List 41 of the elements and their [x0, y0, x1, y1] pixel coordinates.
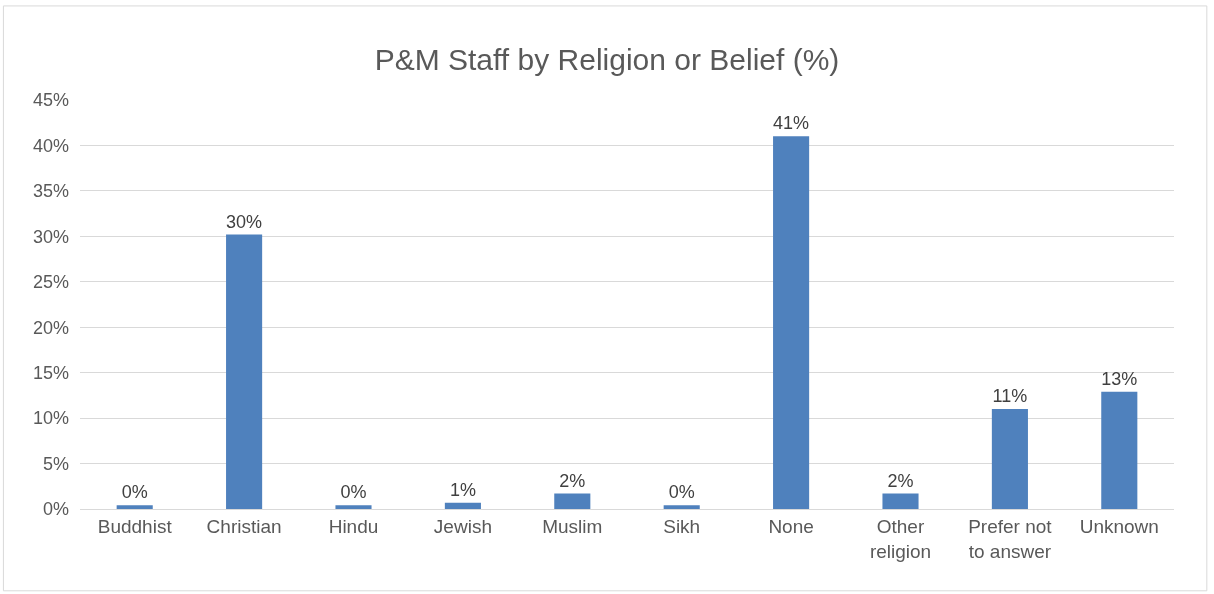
bar	[116, 505, 153, 509]
bar	[991, 409, 1028, 509]
x-tick-label: Unknown	[1079, 515, 1159, 537]
x-tick-label: Hindu	[328, 515, 379, 537]
data-label: 41%	[773, 113, 810, 134]
data-label: 0%	[668, 482, 695, 503]
bar	[554, 493, 591, 509]
y-tick-label: 15%	[32, 362, 69, 383]
x-tick-label: Christian	[206, 515, 282, 537]
y-tick-label: 10%	[32, 408, 69, 429]
y-tick-label: 45%	[32, 90, 69, 111]
y-tick-label: 5%	[42, 453, 69, 474]
y-tick-label: 0%	[42, 499, 69, 520]
y-tick-label: 30%	[32, 226, 69, 247]
data-label: 0%	[121, 482, 148, 503]
x-tick-label: Muslim	[542, 515, 603, 537]
y-tick-label: 20%	[32, 317, 69, 338]
data-label: 2%	[887, 470, 914, 491]
y-tick-label: 25%	[32, 272, 69, 293]
y-tick-label: 35%	[32, 181, 69, 202]
data-label: 2%	[559, 470, 586, 491]
bar	[773, 136, 810, 509]
data-label: 1%	[449, 479, 476, 500]
y-tick-label: 40%	[32, 135, 69, 156]
x-tick-label: Jewish	[433, 515, 492, 537]
x-tick-label: Buddhist	[97, 515, 173, 537]
bar	[663, 505, 700, 509]
x-tick-label: Other religion	[869, 515, 932, 562]
bar	[882, 493, 919, 509]
x-tick-label: None	[768, 515, 814, 537]
bar	[335, 505, 372, 509]
bar	[444, 502, 481, 509]
x-tick-label: Sikh	[663, 515, 701, 537]
chart-title: P&M Staff by Religion or Belief (%)	[374, 42, 840, 76]
data-label: 11%	[992, 386, 1028, 407]
x-tick-label: Prefer not to answer	[968, 515, 1053, 562]
data-label: 0%	[340, 482, 367, 503]
bar	[1101, 391, 1138, 509]
data-label: 30%	[226, 211, 263, 232]
data-label: 13%	[1101, 368, 1138, 389]
bar	[226, 234, 263, 509]
